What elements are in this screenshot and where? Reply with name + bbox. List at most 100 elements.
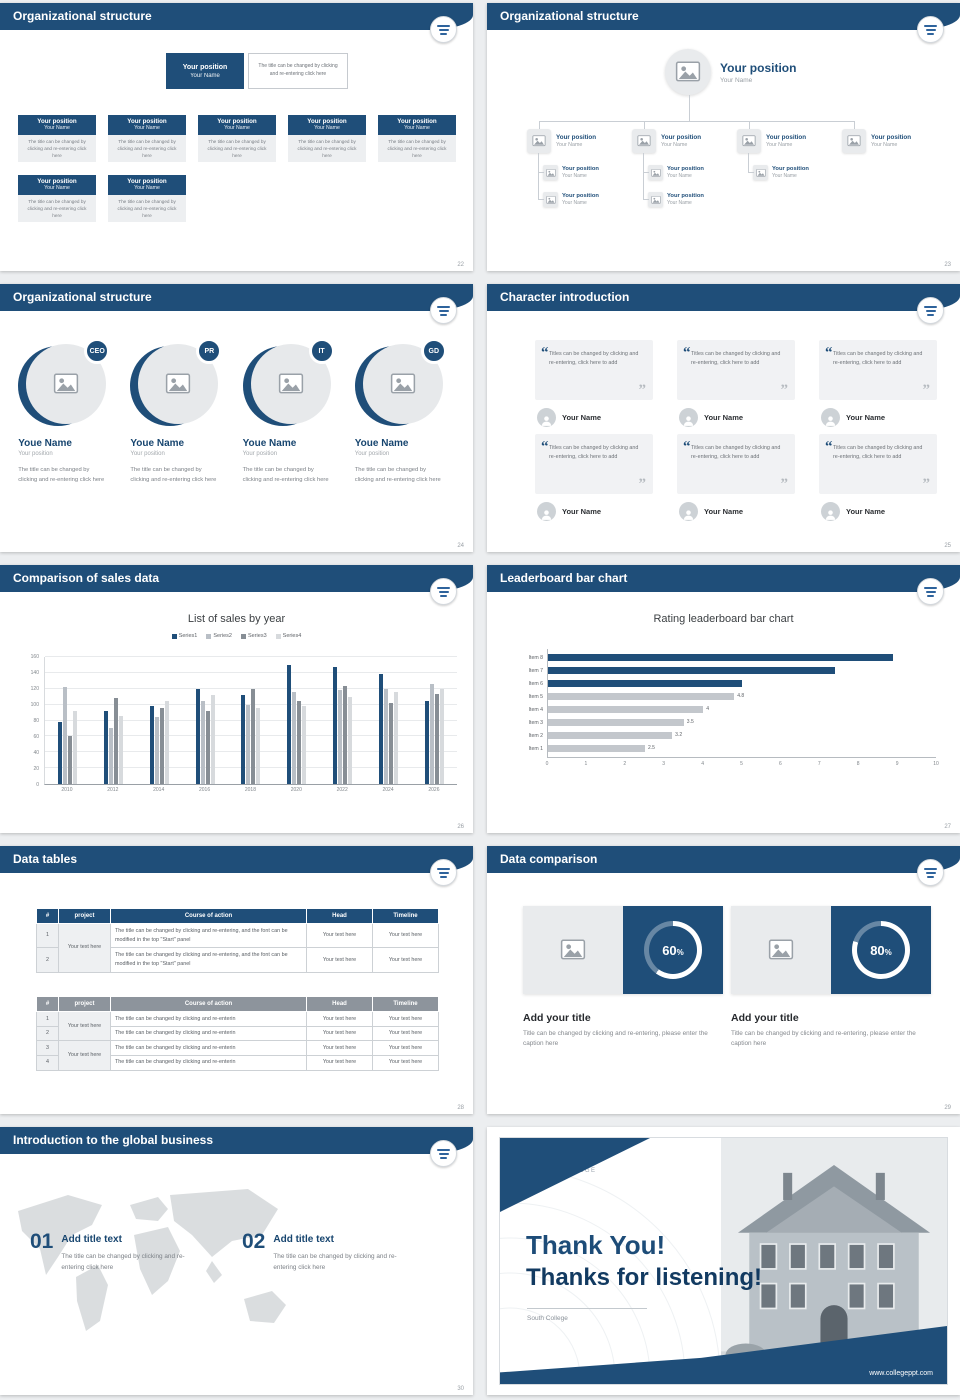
- bar-group-2022: [332, 657, 352, 784]
- bar-track: 4: [548, 706, 936, 713]
- bar-group-2020: [287, 657, 307, 784]
- name-label: Your Name: [562, 200, 587, 206]
- cell-num: 3: [36, 1040, 59, 1056]
- quote-text: Titles can be changed by clicking and re…: [833, 445, 923, 461]
- bar-series4-2014: [164, 701, 169, 784]
- legend-marker: [206, 633, 212, 639]
- slide-data-tables[interactable]: Data tables # project Course of action H…: [0, 846, 473, 1114]
- org-node: Your position Your Name: [632, 129, 736, 153]
- item-number: 01: [30, 1230, 54, 1253]
- team-member: GD Youe Name Your position The title can…: [354, 338, 455, 486]
- titled-point: 01 Add title text The title can be chang…: [30, 1231, 225, 1274]
- open-quote-icon: “: [541, 345, 549, 361]
- name-label: Your Name: [134, 125, 160, 131]
- table-row: 4 The title can be changed by clicking a…: [36, 1054, 439, 1071]
- bar-series2-2010: [63, 687, 68, 784]
- open-quote-icon: “: [825, 345, 833, 361]
- percent-unit: %: [676, 947, 684, 957]
- slide-character-introduction[interactable]: Character introduction “Titles can be ch…: [487, 284, 960, 552]
- bar-groups: [45, 657, 457, 784]
- slide-title: Introduction to the global business: [13, 1133, 213, 1147]
- bar-series3-2010: [68, 736, 73, 784]
- gridline: [45, 767, 457, 769]
- quote-card: “Titles can be changed by clicking and r…: [535, 340, 653, 427]
- cell-head: Your text here: [306, 1040, 373, 1056]
- quote-card: “Titles can be changed by clicking and r…: [819, 434, 937, 521]
- bar-series2-2012: [109, 728, 114, 784]
- page-number: 30: [457, 1386, 464, 1392]
- data-label: 3.2: [675, 732, 683, 738]
- member-name: Youe Name: [130, 438, 185, 449]
- org-box-note: The title can be changed by clicking and…: [108, 195, 186, 223]
- cell-timeline: Your text here: [372, 1025, 439, 1042]
- x-tick-label: 2022: [336, 787, 348, 793]
- bar-track: 3.5: [548, 719, 936, 726]
- connector-line: [644, 121, 645, 129]
- bar-series1-2020: [287, 664, 292, 784]
- sales-chart-legend: Series1 Series2 Series3 Series4: [0, 633, 473, 639]
- member-name: Youe Name: [18, 438, 72, 449]
- slide-leaderboard[interactable]: Leaderboard bar chart Rating leaderboard…: [487, 565, 960, 833]
- image-placeholder-icon: [543, 165, 558, 180]
- sales-chart: [44, 656, 457, 785]
- cell-num: 1: [36, 922, 59, 949]
- name-label: Your Name: [314, 125, 340, 131]
- cell-course: The title can be changed by clicking and…: [110, 1040, 307, 1056]
- connector-line: [643, 172, 649, 173]
- position-label: Your position: [127, 178, 167, 185]
- connector-line: [643, 199, 649, 200]
- category-label: Item 6: [528, 680, 543, 687]
- category-label: Item 2: [528, 732, 543, 739]
- image-placeholder-icon: [737, 129, 761, 153]
- quote-author: Your Name: [537, 407, 653, 427]
- percent-value: 80: [870, 942, 885, 958]
- page-number: 27: [944, 824, 951, 830]
- cell-project: Your text here: [58, 1010, 111, 1042]
- position-label: Your position: [772, 166, 809, 172]
- gridline: [45, 735, 457, 737]
- cell-course: The title can be changed by clicking and…: [110, 947, 307, 973]
- gridline: [45, 719, 457, 721]
- legend-item-series2: Series2: [206, 633, 232, 639]
- cell-timeline: Your text here: [372, 1054, 439, 1071]
- header-banner: [0, 1127, 473, 1154]
- slide-thank-you[interactable]: South College Thank You! Thanks for list…: [487, 1127, 960, 1395]
- slide-sales-comparison[interactable]: Comparison of sales data List of sales b…: [0, 565, 473, 833]
- member-position: Your position: [130, 451, 165, 457]
- org-box: Your position Your Name The title can be c…: [198, 115, 276, 163]
- bar-group-2026: [424, 657, 444, 784]
- bar-series1-2010: [58, 722, 63, 784]
- quote-text: Titles can be changed by clicking and re…: [691, 351, 781, 367]
- member-photo-placeholder: GD: [354, 338, 447, 428]
- slide-org-structure-boxes[interactable]: Organizational structure Your position Y…: [0, 3, 473, 271]
- team-row: CEO Youe Name Your position The title ca…: [6, 338, 467, 486]
- bar-series2-2024: [383, 688, 388, 784]
- legend-item-series4: Series4: [275, 633, 301, 639]
- cell-project: Your text here: [58, 923, 111, 973]
- chart-title: Rating leaderboard bar chart: [653, 613, 794, 625]
- cell-course: The title can be changed by clicking and…: [110, 922, 307, 949]
- slide-data-comparison[interactable]: Data comparison 60% Add your title Title…: [487, 846, 960, 1114]
- column-header: Head: [306, 908, 373, 924]
- name-label: Your Name: [44, 185, 70, 191]
- position-label: Your position: [667, 166, 704, 172]
- header-banner: [0, 565, 473, 592]
- slide-org-structure-tree[interactable]: Organizational structure Your position Y…: [487, 3, 960, 271]
- thank-you-subtitle: Thanks for listening!: [526, 1264, 763, 1291]
- logo-badge-icon: [430, 297, 457, 324]
- bar-row-item-2: Item 2 3.2: [529, 729, 936, 742]
- quote-card: “Titles can be changed by clicking and r…: [819, 340, 937, 427]
- column-header: project: [58, 908, 111, 924]
- bar-series3-2020: [297, 701, 302, 784]
- org-subnode: Your position Your Name: [543, 165, 631, 180]
- college-name: South College: [527, 1315, 568, 1322]
- slide-title: Character introduction: [500, 290, 630, 304]
- name-label: Your Name: [44, 125, 70, 131]
- name-label: Your Name: [704, 412, 744, 422]
- slide-org-structure-team[interactable]: Organizational structure CEO Youe Name Y…: [0, 284, 473, 552]
- connector-line: [539, 121, 855, 122]
- item-text: The title can be changed by clicking and…: [273, 1253, 397, 1271]
- slide-global-business[interactable]: Introduction to the global business 01 A…: [0, 1127, 473, 1395]
- bar-series4-2010: [73, 710, 78, 784]
- name-label: Your Name: [704, 506, 744, 516]
